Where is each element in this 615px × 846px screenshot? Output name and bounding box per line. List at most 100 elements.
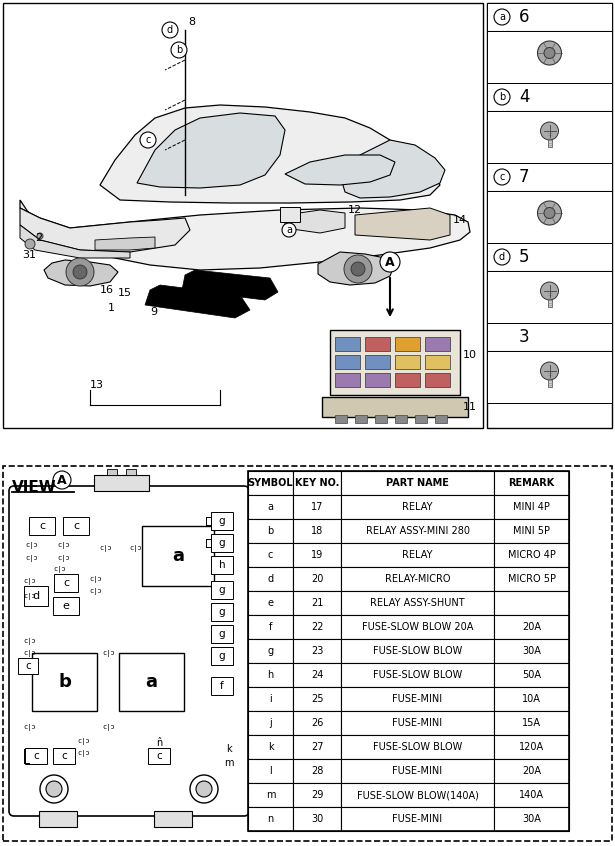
Text: c: c xyxy=(33,751,39,761)
Bar xyxy=(280,207,300,222)
Circle shape xyxy=(162,22,178,38)
Text: 17: 17 xyxy=(311,502,323,512)
Text: FUSE-MINI: FUSE-MINI xyxy=(392,694,443,704)
Bar xyxy=(293,495,341,519)
Bar xyxy=(494,663,569,687)
Bar xyxy=(293,735,341,759)
Bar xyxy=(341,759,494,783)
Text: 2: 2 xyxy=(35,233,42,243)
Text: MICRO 5P: MICRO 5P xyxy=(507,574,555,584)
Text: FUSE-MINI: FUSE-MINI xyxy=(392,766,443,776)
Bar xyxy=(211,677,233,695)
Bar xyxy=(494,783,569,807)
Bar xyxy=(494,519,569,543)
Bar xyxy=(248,471,569,831)
Bar xyxy=(211,581,233,599)
Bar xyxy=(32,653,97,711)
Text: h: h xyxy=(268,670,274,680)
Text: 120A: 120A xyxy=(519,742,544,752)
Bar xyxy=(248,495,293,519)
Bar xyxy=(53,597,79,615)
Bar xyxy=(487,323,612,351)
Bar xyxy=(54,574,78,592)
Text: 4: 4 xyxy=(519,88,530,106)
Text: c: c xyxy=(145,135,151,145)
Bar xyxy=(142,526,214,586)
Text: 28: 28 xyxy=(311,766,323,776)
Bar xyxy=(395,337,420,351)
Text: c|ɔ: c|ɔ xyxy=(26,541,38,548)
Text: 3: 3 xyxy=(519,328,530,346)
Text: 18: 18 xyxy=(311,526,323,536)
Bar xyxy=(395,355,420,369)
Text: c: c xyxy=(499,172,505,182)
Text: f: f xyxy=(269,622,272,632)
Text: c|ɔ: c|ɔ xyxy=(58,554,70,562)
Text: c: c xyxy=(73,521,79,531)
Bar xyxy=(547,291,552,307)
Circle shape xyxy=(66,258,94,286)
Text: c|ɔ: c|ɔ xyxy=(23,723,36,730)
Text: l: l xyxy=(269,766,272,776)
Text: 13: 13 xyxy=(90,380,104,390)
Polygon shape xyxy=(44,260,118,286)
Bar xyxy=(211,534,233,552)
Text: 30A: 30A xyxy=(522,814,541,824)
Bar xyxy=(248,639,293,663)
Bar xyxy=(425,373,450,387)
Circle shape xyxy=(351,262,365,276)
Bar xyxy=(94,475,149,491)
Text: MINI 4P: MINI 4P xyxy=(513,502,550,512)
Bar xyxy=(293,567,341,591)
Text: 15: 15 xyxy=(118,288,132,298)
Text: RELAY: RELAY xyxy=(402,550,433,560)
Text: c: c xyxy=(25,661,31,671)
Text: c|ɔ: c|ɔ xyxy=(77,738,90,744)
Bar xyxy=(335,355,360,369)
Text: KEY NO.: KEY NO. xyxy=(295,478,339,488)
Text: 23: 23 xyxy=(311,646,323,656)
Bar xyxy=(341,615,494,639)
Bar xyxy=(341,687,494,711)
Polygon shape xyxy=(285,210,345,233)
Bar xyxy=(341,567,494,591)
Text: c|ɔ: c|ɔ xyxy=(26,554,38,562)
Text: 22: 22 xyxy=(311,622,323,632)
Text: FUSE-SLOW BLOW: FUSE-SLOW BLOW xyxy=(373,670,462,680)
Text: d: d xyxy=(499,252,505,262)
Text: c|ɔ: c|ɔ xyxy=(58,541,70,548)
Text: e: e xyxy=(63,601,69,611)
Text: FUSE-MINI: FUSE-MINI xyxy=(392,718,443,728)
Text: b: b xyxy=(176,45,182,55)
Bar xyxy=(341,735,494,759)
Bar xyxy=(487,3,612,428)
Text: 6: 6 xyxy=(519,8,530,26)
Polygon shape xyxy=(137,113,285,188)
Text: 30: 30 xyxy=(311,814,323,824)
Bar xyxy=(435,415,447,423)
Circle shape xyxy=(538,201,561,225)
Bar xyxy=(494,567,569,591)
Bar xyxy=(335,415,347,423)
Bar xyxy=(494,687,569,711)
Text: d: d xyxy=(33,591,39,601)
Bar xyxy=(248,759,293,783)
Text: c|ɔ: c|ɔ xyxy=(23,650,36,656)
Bar xyxy=(293,711,341,735)
Text: c|ɔ: c|ɔ xyxy=(23,638,36,645)
Text: 8: 8 xyxy=(188,17,195,27)
Bar xyxy=(335,337,360,351)
Bar xyxy=(248,591,293,615)
Circle shape xyxy=(171,42,187,58)
Text: 30A: 30A xyxy=(522,646,541,656)
Text: d: d xyxy=(167,25,173,35)
Bar xyxy=(375,415,387,423)
Bar xyxy=(248,783,293,807)
Text: k: k xyxy=(226,744,232,754)
Text: g: g xyxy=(219,516,225,526)
Text: a: a xyxy=(286,225,292,235)
Text: 29: 29 xyxy=(311,790,323,800)
Bar xyxy=(293,783,341,807)
Text: j: j xyxy=(269,718,272,728)
Text: a: a xyxy=(146,673,157,691)
